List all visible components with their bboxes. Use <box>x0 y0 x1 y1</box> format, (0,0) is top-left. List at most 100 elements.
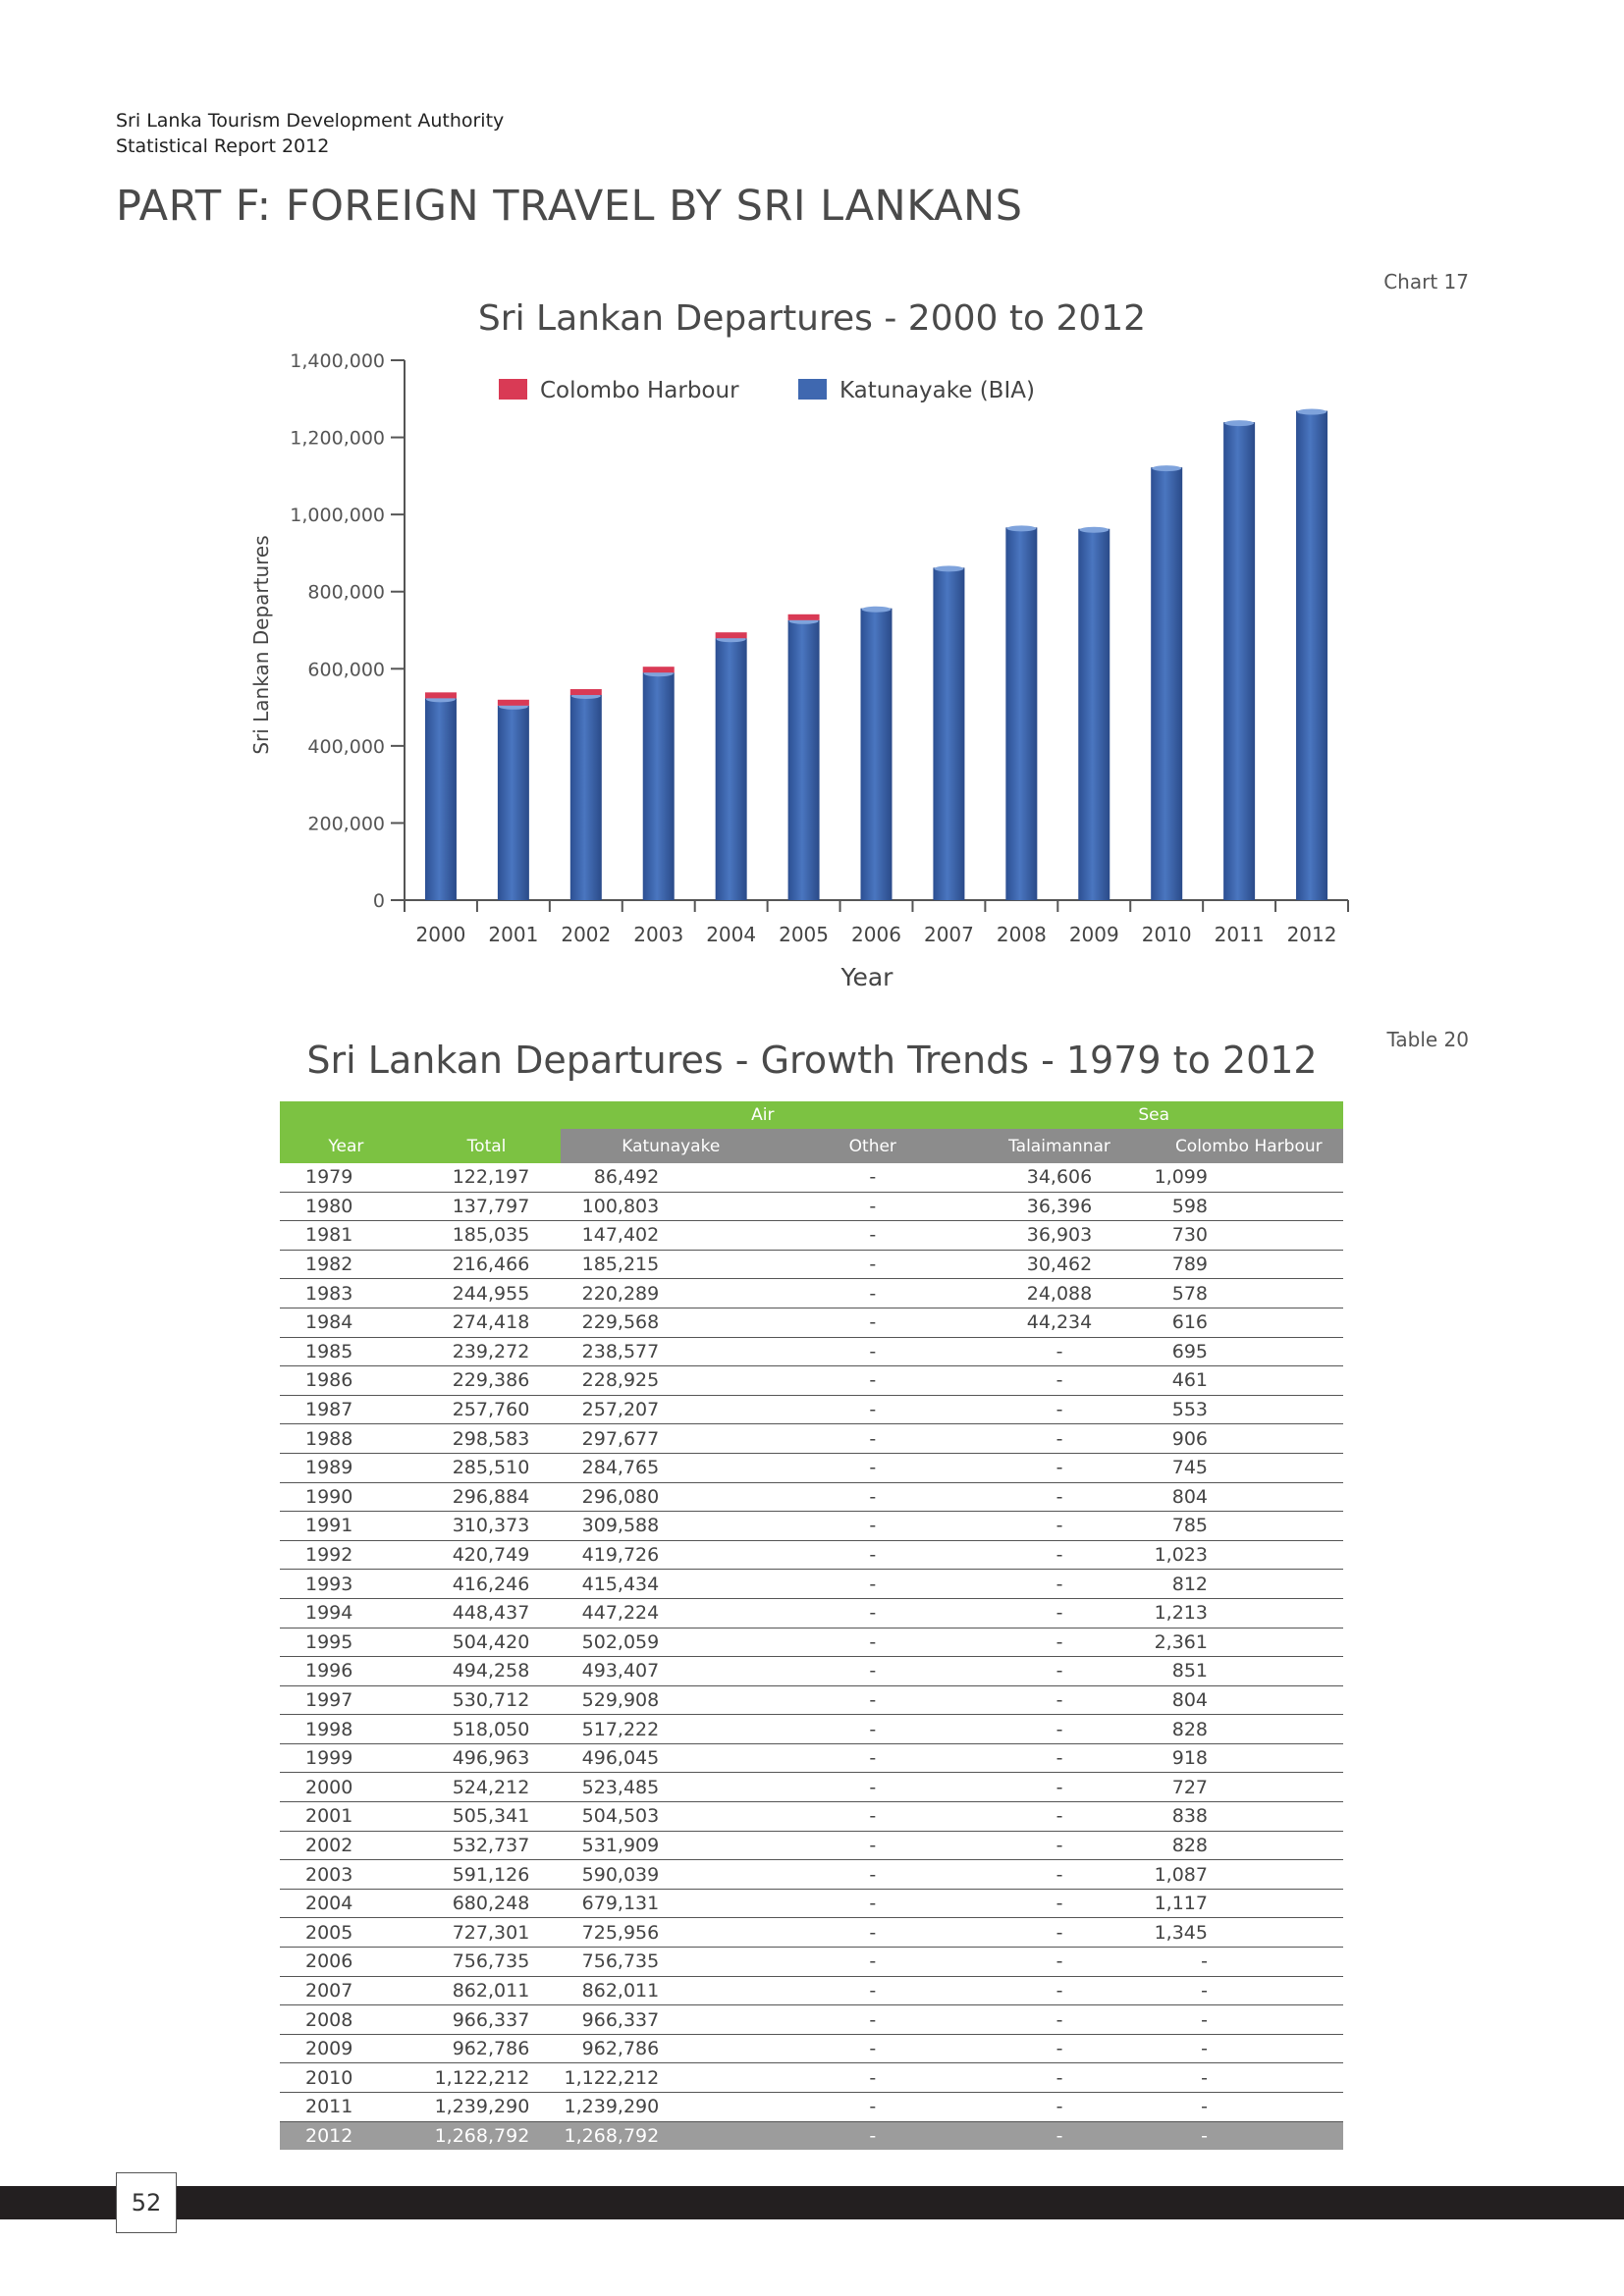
table-cell: 1,268,792 <box>411 2121 562 2151</box>
table-cell: 1,122,212 <box>411 2062 562 2093</box>
y-tick-label: 800,000 <box>307 582 385 604</box>
table-cell: 239,272 <box>411 1337 562 1367</box>
table-cell: 812 <box>1154 1569 1343 1599</box>
table-row: 2009 962,786 962,786- - - <box>280 2034 1343 2064</box>
table-cell: 309,588 <box>561 1511 782 1541</box>
bar-colombo-harbour <box>569 689 602 696</box>
table-cell: 906 <box>1154 1423 1343 1454</box>
table-cell: 727 <box>1154 1772 1343 1803</box>
table-cell: - <box>781 1569 965 1599</box>
table-row: 2012 1,268,792 1,268,792- - - <box>280 2121 1343 2151</box>
bar-colombo-harbour <box>497 699 529 706</box>
chart-number: Chart 17 <box>1383 270 1469 294</box>
bar-katunayake <box>497 705 529 900</box>
table-cell: 415,434 <box>561 1569 782 1599</box>
table-row: 2005 727,301 725,956- -1,345 <box>280 1917 1343 1949</box>
table-cell: 2008 <box>280 2004 412 2035</box>
table-cell: 30,462 <box>964 1250 1155 1280</box>
bar-katunayake <box>860 608 893 900</box>
table-cell: 229,386 <box>411 1365 562 1396</box>
x-tick-label: 2006 <box>851 923 901 946</box>
col-header-other: Other <box>781 1129 965 1163</box>
table-cell: 1979 <box>280 1163 412 1193</box>
table-cell: 496,963 <box>411 1743 562 1774</box>
table-cell: 493,407 <box>561 1656 782 1686</box>
table-cell: 505,341 <box>411 1801 562 1832</box>
y-tick-label: 600,000 <box>307 659 385 680</box>
table-cell: 1989 <box>280 1453 412 1483</box>
col-header-colombo-harbour: Colombo Harbour <box>1154 1129 1343 1163</box>
x-tick-label: 2005 <box>779 923 829 946</box>
table-cell: - <box>964 1947 1155 1977</box>
bar-katunayake <box>787 619 820 900</box>
table-row: 2008 966,337 966,337- - - <box>280 2004 1343 2035</box>
table-cell: - <box>1154 1976 1343 2006</box>
table-cell: 2012 <box>280 2121 412 2151</box>
footer-bar <box>0 2186 1624 2219</box>
table-cell: 496,045 <box>561 1743 782 1774</box>
table-cell: - <box>964 2062 1155 2093</box>
x-tick-label: 2000 <box>416 923 466 946</box>
table-cell: 24,088 <box>964 1278 1155 1308</box>
table-cell: - <box>964 1453 1155 1483</box>
table-cell: 244,955 <box>411 1278 562 1308</box>
table-cell: 185,215 <box>561 1250 782 1280</box>
table-row: 1996 494,258 493,407- -851 <box>280 1656 1343 1686</box>
table-cell: 228,925 <box>561 1365 782 1396</box>
table-cell: - <box>781 1250 965 1280</box>
table-row: 1991 310,373 309,588- -785 <box>280 1511 1343 1541</box>
table-cell: 1991 <box>280 1511 412 1541</box>
page-title: PART F: FOREIGN TRAVEL BY SRI LANKANS <box>116 182 1023 231</box>
table-cell: 529,908 <box>561 1685 782 1716</box>
x-tick-label: 2009 <box>1069 923 1119 946</box>
table-cell: 828 <box>1154 1831 1343 1861</box>
chart-title: Sri Lankan Departures - 2000 to 2012 <box>478 298 1146 339</box>
table-cell: 1983 <box>280 1278 412 1308</box>
table-cell: - <box>964 1656 1155 1686</box>
group-header-air: Air <box>561 1101 965 1129</box>
legend-swatch <box>499 379 527 400</box>
table-cell: - <box>781 1365 965 1396</box>
chart-bars: 2000 2001 2002 2003 2004 2005 2006 2007 2008 2009… <box>416 408 1336 946</box>
table-cell: 461 <box>1154 1365 1343 1396</box>
table-cell: 1987 <box>280 1395 412 1425</box>
table-cell: 185,035 <box>411 1220 562 1251</box>
table-row: 1998 518,050 517,222- -828 <box>280 1714 1343 1744</box>
x-tick-label: 2008 <box>997 923 1047 946</box>
x-tick-label: 2010 <box>1142 923 1192 946</box>
table-cell: 447,224 <box>561 1598 782 1629</box>
table-cell: 966,337 <box>561 2004 782 2035</box>
table-row: 1988 298,583 297,677- -906 <box>280 1423 1343 1454</box>
table-cell: - <box>964 1628 1155 1658</box>
table-row: 1995 504,420 502,059- -2,361 <box>280 1628 1343 1658</box>
table-cell: - <box>964 2034 1155 2064</box>
table-cell: 2000 <box>280 1772 412 1803</box>
legend-swatch <box>798 379 827 400</box>
table-row: 2004 680,248 679,131- -1,117 <box>280 1889 1343 1919</box>
table-cell: 1,122,212 <box>561 2062 782 2093</box>
table-row: 1994 448,437 447,224- -1,213 <box>280 1598 1343 1629</box>
table-cell: - <box>964 1889 1155 1919</box>
col-header-year: Year <box>280 1129 412 1163</box>
table-cell: 504,503 <box>561 1801 782 1832</box>
org-name: Sri Lanka Tourism Development Authority <box>116 110 505 132</box>
table-row: 1993 416,246 415,434- -812 <box>280 1569 1343 1599</box>
bar-katunayake <box>424 698 457 900</box>
table-cell: 257,207 <box>561 1395 782 1425</box>
table-cell: 419,726 <box>561 1540 782 1571</box>
table-cell: 1997 <box>280 1685 412 1716</box>
table-cell: 1992 <box>280 1540 412 1571</box>
table-cell: 296,080 <box>561 1482 782 1513</box>
table-cell: 680,248 <box>411 1889 562 1919</box>
table-cell: - <box>964 1714 1155 1744</box>
bar-katunayake-cap <box>1152 465 1182 472</box>
table-cell: 86,492 <box>561 1163 782 1193</box>
table-cell: 804 <box>1154 1482 1343 1513</box>
table-cell: 2003 <box>280 1859 412 1890</box>
table-row: 1981 185,035 147,402-36,903 730 <box>280 1220 1343 1251</box>
table-cell: - <box>781 1889 965 1919</box>
x-axis-label: Year <box>840 963 894 991</box>
table-cell: - <box>1154 2004 1343 2035</box>
table-cell: - <box>781 1423 965 1454</box>
bar-katunayake-cap <box>934 565 964 572</box>
